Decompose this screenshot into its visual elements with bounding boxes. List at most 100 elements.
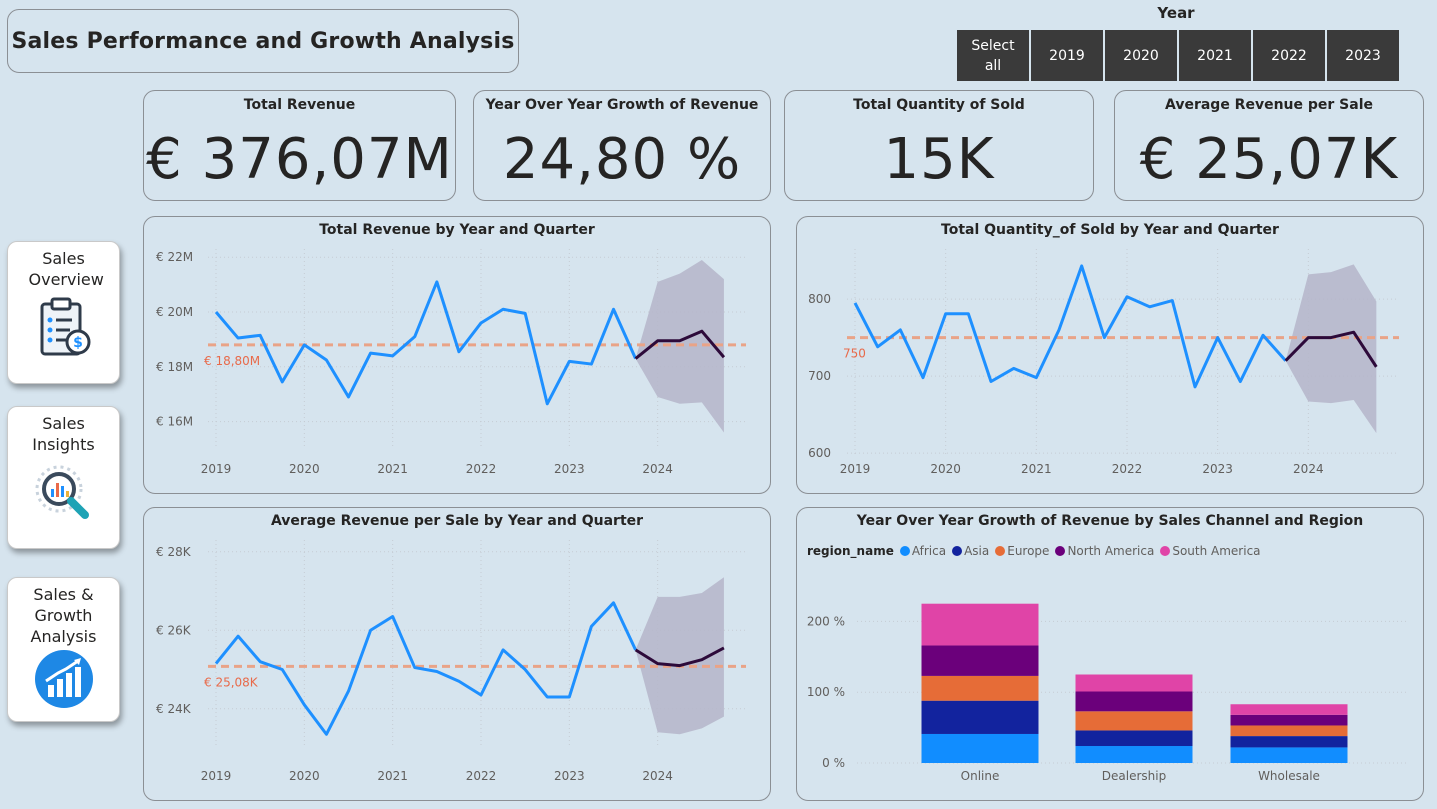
- bar-segment-north-america: [1075, 691, 1193, 712]
- y-tick-label: 0 %: [822, 756, 845, 770]
- svg-text:$: $: [73, 335, 83, 351]
- actual-series-line: [853, 264, 1287, 389]
- forecast-series-line: [1284, 330, 1378, 368]
- kpi-total-quantity: Total Quantity of Sold 15K: [784, 90, 1094, 201]
- bar-segment-north-america: [1230, 714, 1348, 726]
- category-label: Dealership: [1102, 769, 1166, 783]
- clipboard-icon: $: [40, 297, 90, 356]
- x-tick-label: 2022: [466, 462, 497, 476]
- y-tick-label: 200 %: [807, 614, 845, 628]
- chart-title: Average Revenue per Sale by Year and Qua…: [270, 513, 644, 529]
- avg-revenue-line-chart[interactable]: € 24K € 26K € 28K 2019 2020 2021 2022 2023 2024 €…: [144, 508, 770, 800]
- quantity-chart-card: Total Quantity_of Sold by Year and Quart…: [796, 216, 1424, 494]
- year-option-select-all[interactable]: Select all: [956, 29, 1030, 82]
- kpi-value: 24,80 %: [502, 127, 742, 192]
- x-tick-label: 2019: [201, 462, 232, 476]
- chart-title: Total Revenue by Year and Quarter: [319, 222, 595, 238]
- legend-item-africa[interactable]: Africa: [899, 544, 946, 558]
- magnifier-chart-icon: [35, 465, 89, 519]
- year-option-2020[interactable]: 2020: [1104, 29, 1178, 82]
- forecast-series-line: [634, 329, 726, 360]
- year-option-2021[interactable]: 2021: [1178, 29, 1252, 82]
- yoy-growth-bar-chart[interactable]: 0 % 100 % 200 % Online Dealership Wholesale: [797, 508, 1423, 800]
- bar-segment-north-america: [921, 645, 1039, 676]
- bar-segment-asia: [1075, 730, 1193, 747]
- x-tick-label: 2023: [554, 462, 585, 476]
- bar-segment-south-america: [1230, 704, 1348, 715]
- x-tick-label: 2023: [1202, 462, 1233, 476]
- year-option-2023[interactable]: 2023: [1326, 29, 1400, 82]
- y-tick-label: 700: [808, 369, 831, 383]
- nav-sales-growth-analysis[interactable]: Sales & Growth Analysis: [7, 577, 120, 722]
- nav-sales-insights-label: Sales Insights: [32, 414, 95, 454]
- legend-item-europe[interactable]: Europe: [995, 544, 1049, 558]
- bar-segment-asia: [921, 700, 1039, 734]
- year-option-2022[interactable]: 2022: [1252, 29, 1326, 82]
- x-tick-label: 2023: [554, 769, 585, 783]
- kpi-title: Average Revenue per Sale: [1164, 97, 1374, 113]
- chart-title: Total Quantity_of Sold by Year and Quart…: [941, 222, 1279, 238]
- x-tick-label: 2020: [289, 462, 320, 476]
- y-tick-label: € 22M: [156, 250, 193, 264]
- nav-sales-overview[interactable]: Sales Overview $: [7, 241, 120, 384]
- bar-segment-africa: [1075, 746, 1193, 763]
- chart-legend: region_name Africa Asia Europe North Ame…: [807, 544, 1261, 558]
- kpi-value: 15K: [883, 127, 995, 192]
- bar-segment-south-america: [1075, 674, 1193, 692]
- bar-segment-europe: [1230, 725, 1348, 737]
- page-title: Sales Performance and Growth Analysis: [7, 9, 519, 73]
- actual-series-line: [214, 601, 637, 736]
- average-label: € 25,08K: [204, 675, 259, 689]
- kpi-value: € 376,07M: [146, 127, 453, 192]
- nav-sales-overview-label: Sales Overview: [28, 249, 104, 289]
- kpi-title: Total Quantity of Sold: [853, 97, 1025, 113]
- kpi-total-revenue: Total Revenue € 376,07M: [143, 90, 456, 201]
- legend-item-south-america[interactable]: South America: [1160, 544, 1261, 558]
- chart-title: Year Over Year Growth of Revenue by Sale…: [856, 513, 1364, 529]
- x-tick-label: 2021: [1021, 462, 1052, 476]
- x-tick-label: 2020: [289, 769, 320, 783]
- kpi-average-revenue: Average Revenue per Sale € 25,07K: [1114, 90, 1424, 201]
- y-tick-label: 100 %: [807, 685, 845, 699]
- growth-chart-icon: [34, 650, 93, 708]
- average-label: 750: [843, 347, 866, 361]
- revenue-line-chart[interactable]: € 16M € 18M € 20M € 22M 2019 2020 2021 2022 2023…: [144, 217, 770, 493]
- y-tick-label: € 18M: [156, 360, 193, 374]
- bar-segment-south-america: [921, 603, 1039, 646]
- year-option-2019[interactable]: 2019: [1030, 29, 1104, 82]
- x-tick-label: 2021: [377, 769, 408, 783]
- bar-segment-europe: [1075, 711, 1193, 731]
- kpi-yoy-growth: Year Over Year Growth of Revenue 24,80 %: [473, 90, 771, 201]
- category-label: Wholesale: [1258, 769, 1320, 783]
- x-tick-label: 2020: [930, 462, 961, 476]
- legend-item-asia[interactable]: Asia: [952, 544, 989, 558]
- x-tick-label: 2019: [840, 462, 871, 476]
- nav-sales-insights[interactable]: Sales Insights: [7, 406, 120, 549]
- category-label: Online: [961, 769, 1000, 783]
- x-tick-label: 2022: [1112, 462, 1143, 476]
- y-tick-label: € 26K: [156, 623, 192, 637]
- y-tick-label: € 24K: [156, 702, 192, 716]
- x-tick-label: 2019: [201, 769, 232, 783]
- year-slicer-title: Year: [1157, 4, 1195, 22]
- kpi-value: € 25,07K: [1139, 127, 1399, 192]
- y-tick-label: € 28K: [156, 545, 192, 559]
- y-tick-label: 800: [808, 292, 831, 306]
- x-tick-label: 2022: [466, 769, 497, 783]
- bar-segment-asia: [1230, 736, 1348, 748]
- y-tick-label: € 20M: [156, 305, 193, 319]
- bar-segment-africa: [1230, 747, 1348, 763]
- avg-revenue-chart-card: Average Revenue per Sale by Year and Qua…: [143, 507, 771, 801]
- bar-segment-africa: [921, 733, 1039, 763]
- x-tick-label: 2024: [642, 462, 673, 476]
- quantity-line-chart[interactable]: 600 700 800 2019 2020 2021 2022 2023 2024 750: [797, 217, 1423, 493]
- legend-item-north-america[interactable]: North America: [1055, 544, 1154, 558]
- year-slicer: Select all 2019 2020 2021 2022 2023: [956, 29, 1400, 82]
- kpi-title: Year Over Year Growth of Revenue: [485, 97, 759, 113]
- revenue-chart-card: Total Revenue by Year and Quarter € 16M €…: [143, 216, 771, 494]
- x-tick-label: 2024: [642, 769, 673, 783]
- y-tick-label: € 16M: [156, 415, 193, 429]
- nav-sales-growth-label: Sales & Growth Analysis: [30, 585, 97, 646]
- page-title-text: Sales Performance and Growth Analysis: [11, 28, 515, 54]
- average-label: € 18,80M: [204, 354, 260, 368]
